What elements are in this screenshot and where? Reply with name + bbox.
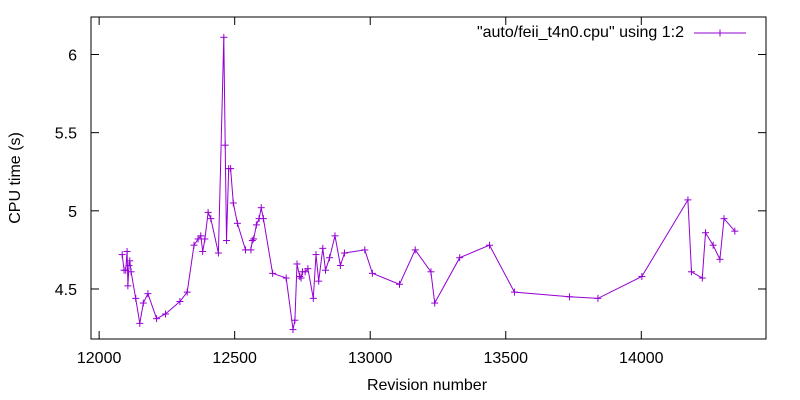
data-point [594, 294, 602, 302]
data-point [252, 221, 260, 229]
data-point [720, 215, 728, 223]
data-point [197, 232, 205, 240]
data-point [326, 254, 334, 262]
data-point [431, 299, 439, 307]
data-point [291, 316, 299, 324]
plot-frame [90, 16, 767, 340]
x-axis-ticks: 12000 12500 13000 13500 14000 [77, 17, 664, 367]
data-point [221, 141, 229, 149]
x-tick-label: 12500 [212, 350, 257, 367]
legend-marker [716, 29, 724, 37]
data-point [201, 235, 209, 243]
data-point [259, 215, 267, 223]
data-point [702, 229, 710, 237]
data-point [123, 247, 131, 255]
series-cpu-time [118, 33, 739, 334]
data-point [250, 235, 258, 243]
data-point [309, 294, 317, 302]
data-point [183, 288, 191, 296]
data-point [731, 227, 739, 235]
data-point [485, 241, 493, 249]
data-point [709, 241, 717, 249]
data-point [162, 310, 170, 318]
data-point [122, 266, 130, 274]
data-point [684, 196, 692, 204]
data-point [214, 249, 222, 257]
data-point [204, 208, 212, 216]
data-point [118, 251, 126, 259]
y-tick-label: 5 [68, 204, 77, 221]
data-point [293, 260, 301, 268]
data-point [368, 269, 376, 277]
data-point [638, 272, 646, 280]
y-axis-ticks: 4.5 5 5.5 6 [55, 48, 766, 299]
data-point [282, 274, 290, 282]
data-point [248, 237, 256, 245]
data-point [247, 246, 255, 254]
data-point [144, 290, 152, 298]
data-point [125, 262, 133, 270]
data-point [361, 246, 369, 254]
plot-border [90, 16, 767, 340]
data-point [698, 274, 706, 282]
data-point [297, 274, 305, 282]
data-point [456, 254, 464, 262]
data-point [124, 282, 132, 290]
data-point [229, 199, 237, 207]
data-point [190, 241, 198, 249]
data-point [126, 257, 134, 265]
y-axis-label: CPU time (s) [7, 132, 24, 224]
data-point [153, 315, 161, 323]
y-tick-label: 5.5 [55, 126, 77, 143]
data-point [411, 246, 419, 254]
data-point [336, 262, 344, 270]
y-tick-label: 4.5 [55, 282, 77, 299]
data-point [176, 297, 184, 305]
data-point [312, 251, 320, 259]
data-point [220, 33, 228, 41]
data-point [510, 288, 518, 296]
data-point [132, 294, 140, 302]
data-point [716, 255, 724, 263]
data-point [207, 215, 215, 223]
data-point [321, 266, 329, 274]
y-tick-label: 6 [68, 48, 77, 65]
data-point [565, 293, 573, 301]
legend: "auto/feii_t4n0.cpu" using 1:2 [477, 24, 746, 41]
data-point [227, 165, 235, 173]
data-point [257, 204, 265, 212]
data-point [136, 319, 144, 327]
data-point [233, 219, 241, 227]
data-point [269, 269, 277, 277]
data-point [127, 268, 135, 276]
x-tick-label: 12000 [77, 350, 122, 367]
data-point [139, 299, 147, 307]
data-point [199, 247, 207, 255]
legend-label: "auto/feii_t4n0.cpu" using 1:2 [477, 24, 684, 41]
data-point [395, 280, 403, 288]
data-point [289, 326, 297, 334]
data-point [340, 249, 348, 257]
data-point [304, 265, 312, 273]
data-point [319, 244, 327, 252]
data-point [296, 272, 304, 280]
x-tick-label: 13000 [348, 350, 393, 367]
data-point [331, 232, 339, 240]
data-point [223, 237, 231, 245]
data-point [687, 268, 695, 276]
x-tick-label: 14000 [619, 350, 664, 367]
data-point [315, 277, 323, 285]
x-axis-label: Revision number [367, 377, 488, 394]
data-point [427, 268, 435, 276]
x-tick-label: 13500 [484, 350, 529, 367]
series-line [121, 37, 736, 330]
